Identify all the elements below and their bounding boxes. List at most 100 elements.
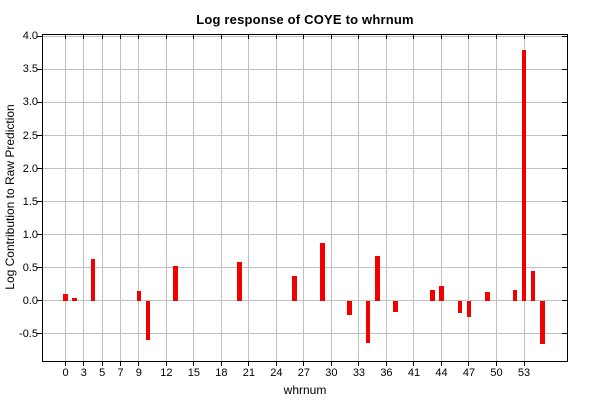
y-tick-left [36,68,42,70]
bar-whrnum-54 [530,271,536,301]
x-gridline [303,35,305,361]
x-tick-bottom [468,361,470,366]
x-tick-label: 36 [380,367,393,379]
x-tick-bottom [65,361,66,366]
x-tick-top [165,35,167,39]
x-tick-label: 15 [187,367,200,379]
x-tick-label: 7 [117,367,124,379]
x-gridline [120,35,122,361]
x-tick-label: 27 [297,367,311,379]
bar-whrnum-43 [430,290,435,301]
x-tick-top [385,35,387,39]
x-tick-bottom [413,361,415,366]
x-tick-bottom [83,361,85,366]
bar-whrnum-26 [292,275,298,301]
x-tick-label: 9 [135,367,142,379]
x-gridline [495,35,497,361]
y-tick-label: 2.0 [22,162,38,175]
x-tick-top [275,35,277,39]
x-tick-label: 30 [325,367,338,379]
x-tick-top [120,35,122,39]
x-gridline [385,35,387,361]
bar-whrnum-10 [145,300,151,341]
x-tick-label: 50 [490,367,503,379]
y-tick-left [36,234,42,236]
y-tick-label: 0.5 [22,261,38,274]
x-gridline [413,35,415,361]
bar-whrnum-1 [72,297,77,301]
y-gridline [43,168,567,170]
y-tick-left [36,135,42,136]
y-tick-left [36,201,42,203]
x-tick-bottom [220,361,222,366]
x-gridline [440,35,442,361]
y-gridline [43,234,567,236]
x-tick-label: 24 [270,367,283,379]
y-tick-left [36,300,42,302]
x-tick-bottom [165,361,167,366]
y-tick-left [36,333,42,335]
x-gridline [138,35,140,361]
x-tick-label: 33 [352,367,366,379]
x-gridline [358,35,360,361]
x-tick-top [440,35,442,39]
x-tick-label: 3 [80,367,87,379]
bar-whrnum-32 [347,300,353,316]
bar-whrnum-52 [512,290,518,301]
y-gridline [43,101,567,103]
x-gridline [65,35,66,361]
x-tick-label: 12 [160,367,173,379]
x-axis-label: whrnum [283,383,327,397]
x-tick-bottom [385,361,387,366]
x-gridline [193,35,195,361]
x-tick-top [330,35,332,39]
y-gridline [43,300,567,302]
bar-whrnum-34 [365,300,371,344]
x-tick-top [358,35,360,39]
bar-whrnum-13 [173,266,178,301]
x-tick-bottom [138,361,140,366]
y-gridline [43,267,567,269]
x-tick-label: 5 [99,367,106,379]
x-gridline [468,35,470,361]
y-gridline [43,68,567,70]
x-tick-top [138,35,140,39]
y-tick-right [562,234,567,236]
x-tick-top [83,35,85,39]
plot-area: 4.0 3.5 3.0 2.5 2.0 1.5 1.0 0.5 0.0 -0.5 0 3 5 7 9 12 15… [19,30,568,379]
y-tick-label: 3.0 [22,96,38,109]
y-gridline [43,333,567,335]
x-tick-bottom [358,361,360,366]
y-tick-right [562,68,567,70]
bar-whrnum-37 [393,300,398,313]
x-gridline [101,35,103,361]
x-tick-bottom [193,361,195,366]
bar-whrnum-9 [136,290,142,301]
y-tick-label: 3.5 [22,63,38,76]
y-tick-label: 1.5 [22,195,38,208]
x-tick-label: 0 [62,367,69,379]
y-tick-label: 0.0 [22,294,38,307]
y-tick-label: 2.5 [22,129,38,142]
bar-whrnum-53 [521,49,527,301]
y-tick-left [36,35,42,37]
y-tick-right [562,135,567,136]
x-tick-top [248,35,250,39]
x-tick-top [303,35,305,39]
y-tick-right [562,168,567,170]
x-tick-bottom [495,361,497,366]
x-tick-top [220,35,222,39]
x-tick-label: 44 [435,367,448,379]
y-gridline [43,35,567,37]
y-tick-left [36,101,42,103]
y-tick-left [36,168,42,170]
y-tick-right [562,333,567,335]
x-gridline [83,35,85,361]
x-tick-bottom [248,361,250,366]
y-tick-label: 4.0 [22,30,38,43]
x-tick-top [101,35,103,39]
chart-title: Log response of COYE to whrnum [196,12,414,27]
x-tick-top [193,35,195,39]
x-tick-bottom [120,361,122,366]
x-tick-label: 21 [242,367,256,379]
